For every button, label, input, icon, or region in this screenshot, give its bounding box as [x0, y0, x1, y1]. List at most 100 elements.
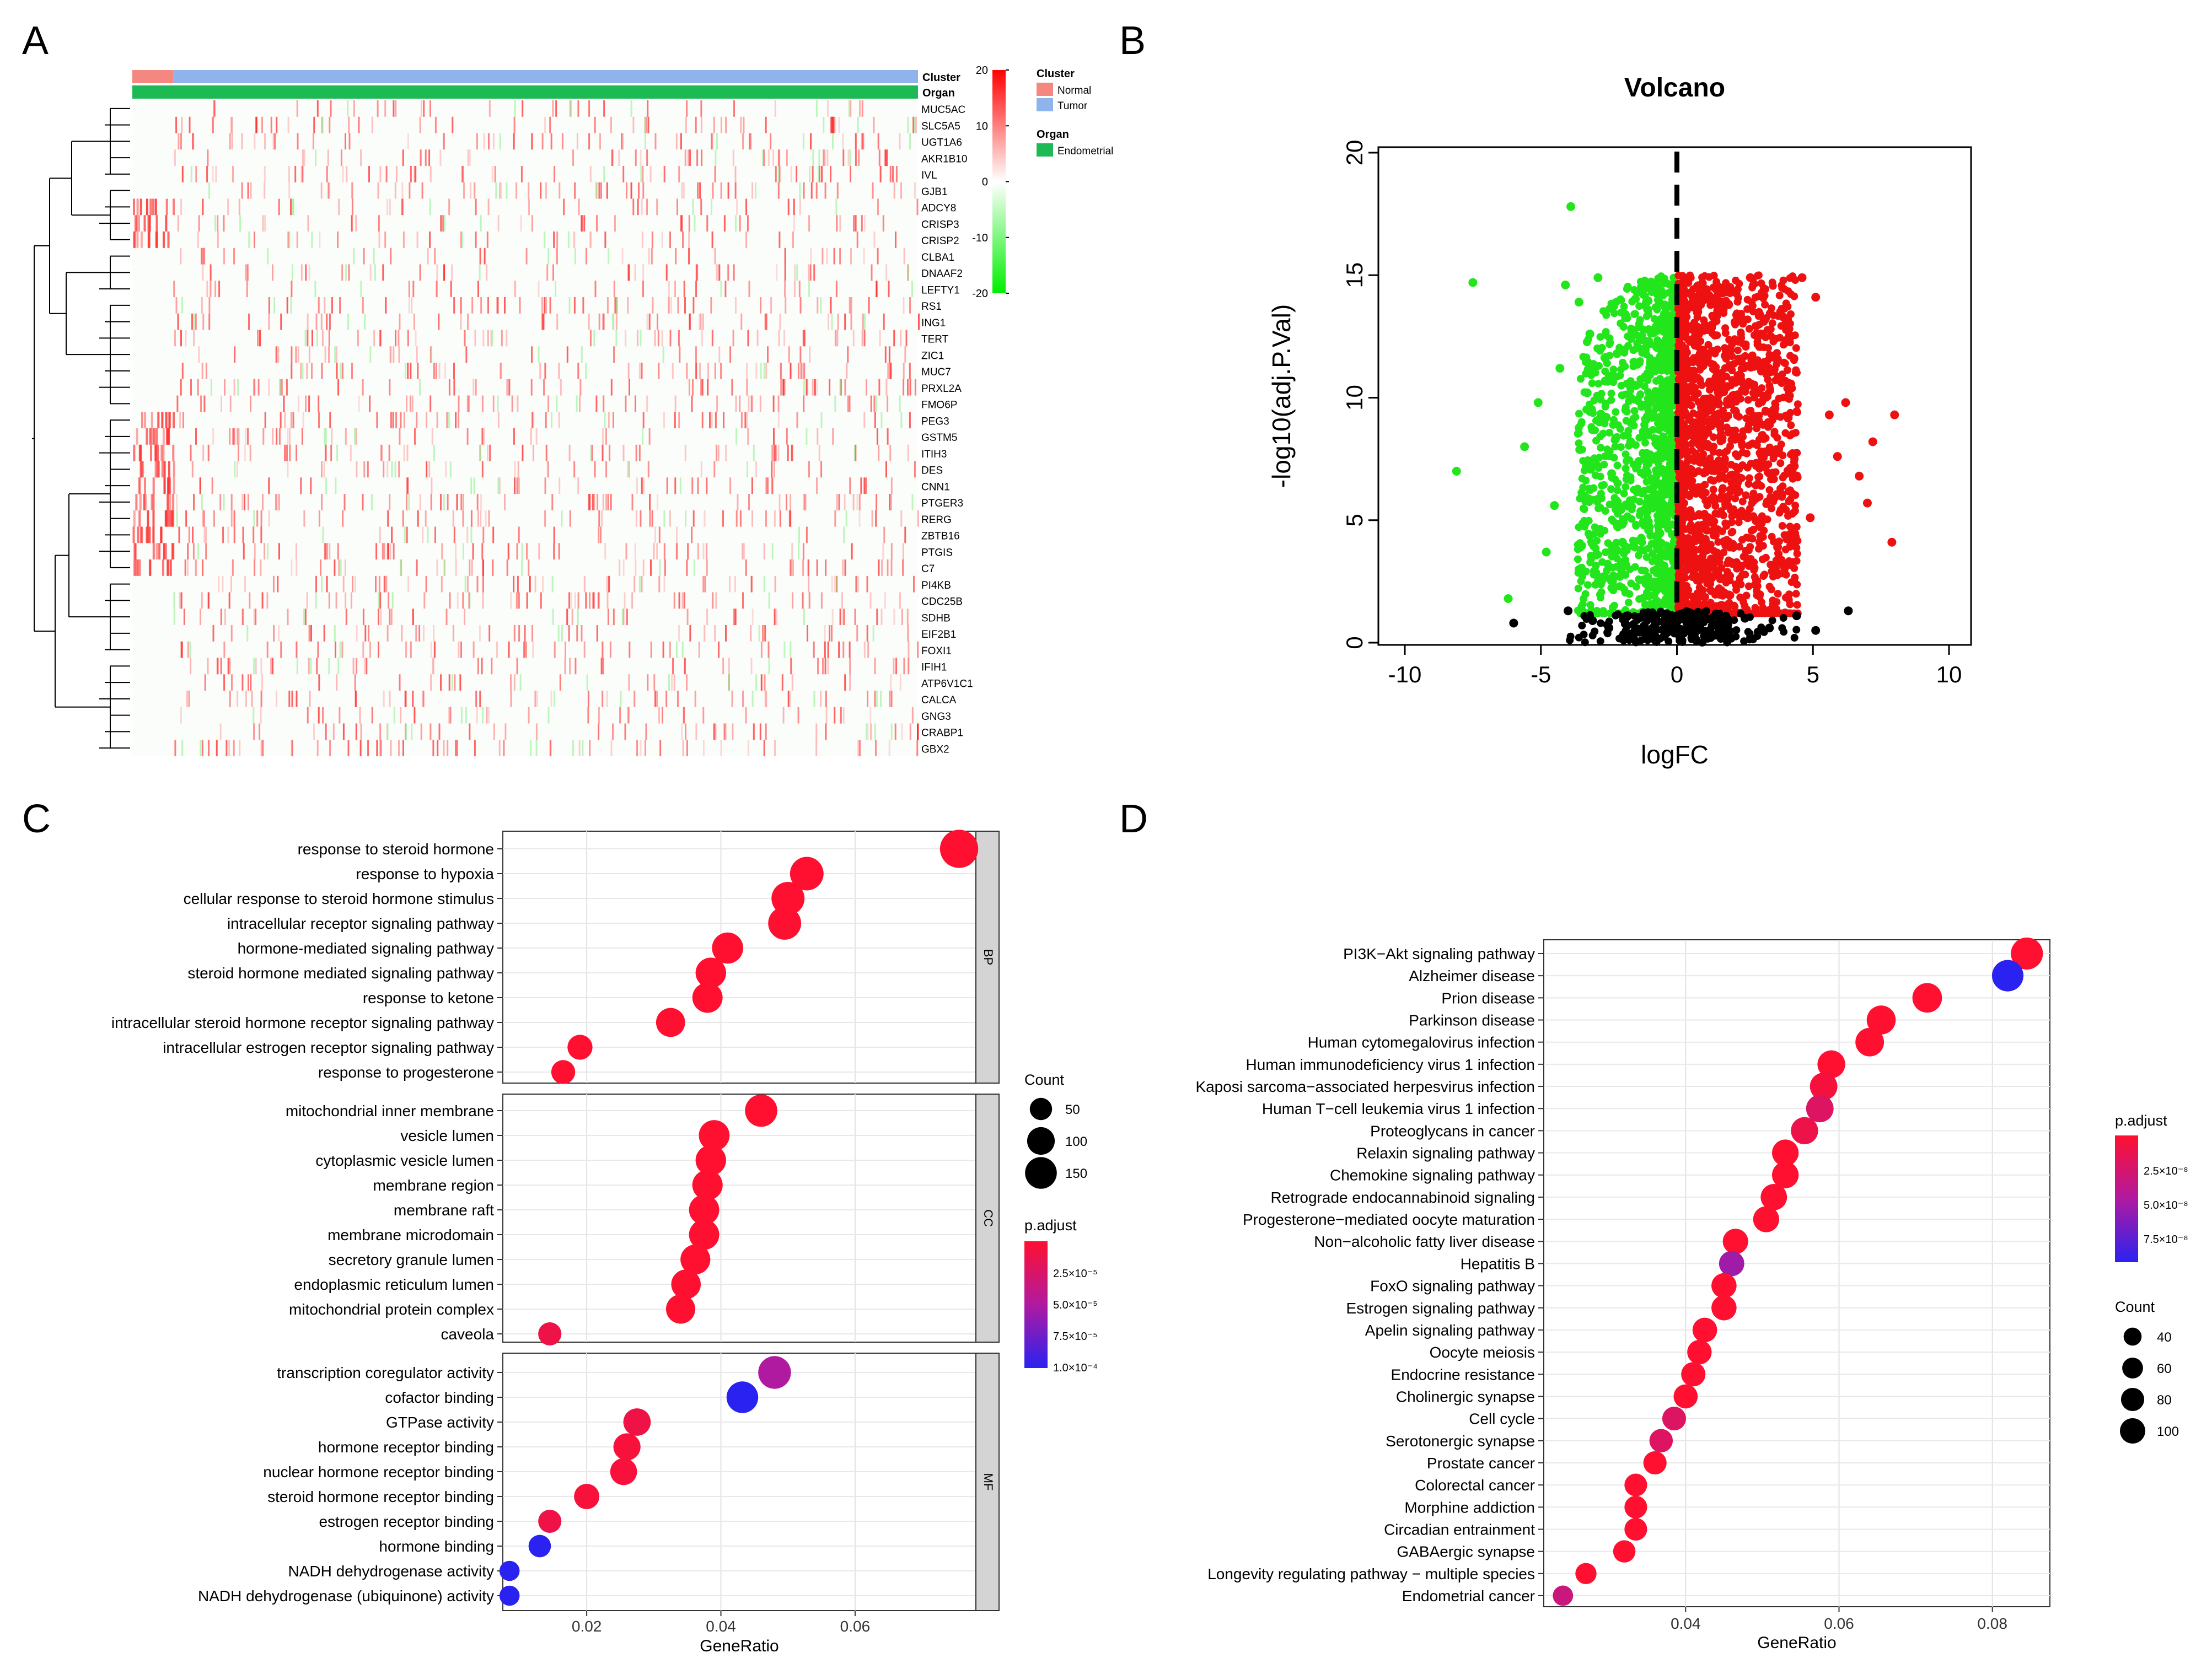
- go-dot: [665, 1294, 696, 1324]
- volcano-point-down: [1520, 442, 1529, 451]
- volcano-point-ns: [1604, 623, 1614, 633]
- go-term-label: intracellular estrogen receptor signalin…: [163, 1039, 494, 1056]
- kegg-dot: [1760, 1184, 1787, 1210]
- legend-cluster-title: Cluster: [1037, 68, 1075, 80]
- volcano-point-up: [1773, 542, 1783, 552]
- kegg-color-legend-label: 7.5×10⁻⁸: [2144, 1234, 2188, 1246]
- kegg-size-legend-label: 60: [2157, 1361, 2172, 1376]
- kegg-term-label: Proteoglycans in cancer: [1370, 1122, 1535, 1139]
- annotation-label-cluster: Cluster: [922, 72, 960, 84]
- kegg-size-legend-dot: [2120, 1418, 2145, 1444]
- volcano-point-down: [1468, 278, 1478, 287]
- go-term-label: response to progesterone: [318, 1064, 494, 1081]
- volcano-point-ns: [1642, 628, 1652, 638]
- go-term-label: hormone-mediated signaling pathway: [238, 940, 494, 957]
- go-term-label: intracellular receptor signaling pathway: [227, 915, 494, 932]
- kegg-dot: [1553, 1585, 1574, 1606]
- kegg-plot-frame: [1543, 939, 2050, 1607]
- volcano-ylabel: -log10(adj.P.Val): [1267, 304, 1296, 488]
- kegg-dot: [1771, 1139, 1799, 1166]
- kegg-color-legend-bar: [2115, 1135, 2138, 1262]
- kegg-term-label: Human immunodeficiency virus 1 infection: [1246, 1056, 1535, 1073]
- kegg-term-label: Hepatitis B: [1461, 1255, 1535, 1272]
- gene-label-ing1: ING1: [921, 317, 946, 329]
- go-xtick-label: 0.04: [706, 1618, 736, 1635]
- volcano-point-up: [1683, 562, 1693, 572]
- gene-label-c7: C7: [921, 563, 935, 575]
- volcano-point-ns: [1564, 606, 1573, 616]
- volcano-point-ns: [1623, 611, 1633, 621]
- volcano-point-ns: [1844, 606, 1853, 616]
- volcano-point-ns: [1588, 616, 1597, 625]
- gene-label-rerg: RERG: [921, 514, 952, 526]
- go-color-legend-bar: [1024, 1241, 1048, 1368]
- go-size-legend-dot: [1027, 1127, 1055, 1155]
- go-term-label: mitochondrial protein complex: [289, 1301, 494, 1318]
- volcano-point-down: [1602, 413, 1611, 422]
- kegg-size-legend-dot: [2122, 1358, 2143, 1379]
- go-facet-strip: [975, 1353, 1000, 1611]
- volcano-xtick-label: 0: [1671, 661, 1683, 687]
- volcano-point-up: [1797, 273, 1807, 282]
- kegg-color-legend-title: p.adjust: [2115, 1112, 2167, 1129]
- go-dot: [768, 907, 802, 940]
- kegg-term-label: Apelin signaling pathway: [1365, 1322, 1535, 1339]
- volcano-point-up: [1730, 474, 1739, 483]
- volcano-point-down: [1582, 388, 1592, 397]
- go-dot: [726, 1381, 759, 1413]
- volcano-point-ns: [1696, 611, 1706, 621]
- kegg-dot: [2011, 937, 2043, 970]
- kegg-color-legend-label: 5.0×10⁻⁸: [2144, 1199, 2188, 1212]
- go-term-label: caveola: [441, 1326, 494, 1343]
- kegg-term-label: Parkinson disease: [1409, 1012, 1535, 1029]
- volcano-title: Volcano: [1624, 73, 1725, 103]
- volcano-point-down: [1452, 466, 1461, 476]
- kegg-dot: [1624, 1495, 1647, 1519]
- go-term-label: cofactor binding: [385, 1389, 494, 1406]
- panel-label-b: B: [1119, 19, 1146, 63]
- kegg-dot: [1855, 1027, 1885, 1057]
- kegg-dot: [1687, 1339, 1712, 1365]
- volcano-point-up: [1681, 388, 1690, 397]
- legend-swatch-normal: [1037, 83, 1053, 96]
- kegg-dot: [1912, 983, 1942, 1013]
- panel-label-a: A: [22, 19, 49, 63]
- legend-organ-title: Organ: [1037, 128, 1069, 141]
- gene-label-muc5ac: MUC5AC: [921, 104, 965, 116]
- kegg-term-label: Non−alcoholic fatty liver disease: [1314, 1233, 1535, 1250]
- volcano-point-up: [1713, 550, 1722, 559]
- go-term-label: steroid hormone mediated signaling pathw…: [187, 965, 494, 982]
- gene-label-des: DES: [921, 465, 943, 477]
- volcano-ytick-label: 5: [1341, 514, 1367, 526]
- gene-label-ivl: IVL: [921, 170, 937, 181]
- kegg-dot: [1681, 1362, 1706, 1387]
- go-dot: [623, 1408, 651, 1436]
- go-term-label: secretory granule lumen: [329, 1251, 494, 1268]
- go-dot: [745, 1094, 777, 1127]
- kegg-dot: [1806, 1095, 1834, 1123]
- volcano-point-ns: [1681, 626, 1690, 635]
- volcano-point-up: [1708, 347, 1717, 356]
- volcano-point-down: [1631, 381, 1641, 390]
- gene-label-peg3: PEG3: [921, 416, 949, 427]
- go-term-label: NADH dehydrogenase activity: [288, 1563, 494, 1580]
- volcano-point-down: [1550, 501, 1559, 510]
- kegg-dot: [1810, 1073, 1838, 1100]
- gene-label-muc7: MUC7: [921, 367, 951, 378]
- kegg-term-label: Prostate cancer: [1427, 1455, 1535, 1472]
- heatmap-cells: [132, 100, 920, 757]
- go-facet-strip: [975, 1094, 1000, 1343]
- kegg-dot: [1662, 1407, 1687, 1431]
- kegg-xtick-label: 0.08: [1977, 1615, 2007, 1632]
- volcano-point-down: [1607, 469, 1617, 478]
- scale-tick-label: 20: [976, 64, 988, 77]
- go-term-label: nuclear hormone receptor binding: [263, 1463, 494, 1480]
- kegg-term-label: Endocrine resistance: [1391, 1366, 1535, 1383]
- kegg-dot: [1692, 1317, 1717, 1343]
- scale-tick-label: 10: [976, 120, 988, 132]
- volcano-point-up: [1862, 498, 1872, 508]
- gene-label-sdhb: SDHB: [921, 612, 951, 624]
- volcano-point-up: [1778, 312, 1787, 321]
- volcano-point-up: [1702, 518, 1711, 527]
- gene-label-tert: TERT: [921, 334, 949, 346]
